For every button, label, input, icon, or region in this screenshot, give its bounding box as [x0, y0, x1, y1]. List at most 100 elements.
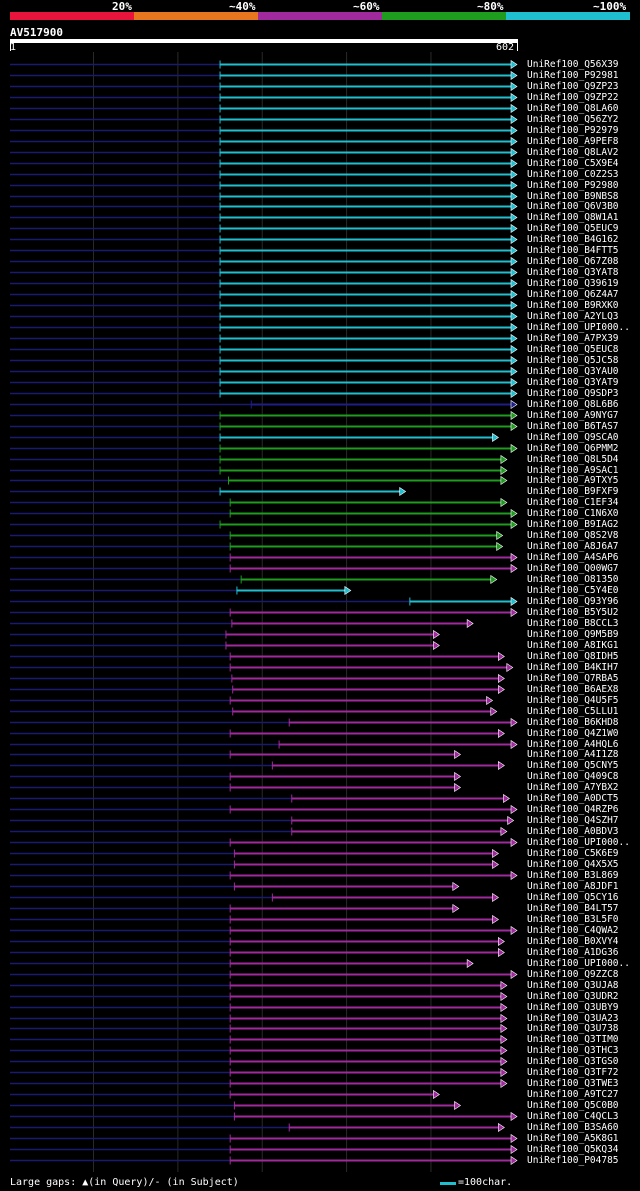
hit-label[interactable]: UniRef100_A2YLQ3 — [527, 310, 619, 322]
hit-label[interactable]: UniRef100_Q56X39 — [527, 58, 619, 70]
hit-label[interactable]: UniRef100_B3L5F0 — [527, 913, 619, 925]
hit-label[interactable]: UniRef100_Q3TF72 — [527, 1066, 619, 1078]
hit-label[interactable]: UniRef100_Q4SZH7 — [527, 814, 619, 826]
hit-label[interactable]: UniRef100_C5Y4E0 — [527, 584, 619, 596]
hit-label[interactable]: UniRef100_Q7RBA5 — [527, 672, 619, 684]
hit-label[interactable]: UniRef100_Q3TWE3 — [527, 1077, 619, 1089]
hit-label[interactable]: UniRef100_P92980 — [527, 179, 619, 191]
hit-label[interactable]: UniRef100_C1N6X0 — [527, 507, 619, 519]
hit-label[interactable]: UniRef100_UPI000.. — [527, 957, 630, 969]
hit-label[interactable]: UniRef100_Q4Z1W0 — [527, 727, 619, 739]
hit-label[interactable]: UniRef100_C0Z2S3 — [527, 168, 619, 180]
hit-label[interactable]: UniRef100_B8CCL3 — [527, 617, 619, 629]
hit-label[interactable]: UniRef100_Q3UBY9 — [527, 1001, 619, 1013]
hit-label[interactable]: UniRef100_C5LLU1 — [527, 705, 619, 717]
hit-label[interactable]: UniRef100_Q3U738 — [527, 1022, 619, 1034]
hit-label[interactable]: UniRef100_B6KHD8 — [527, 716, 619, 728]
hit-label[interactable]: UniRef100_B6AEX8 — [527, 683, 619, 695]
hit-label[interactable]: UniRef100_Q6PMM2 — [527, 442, 619, 454]
hit-label[interactable]: UniRef100_A5K8G1 — [527, 1132, 619, 1144]
hit-label[interactable]: UniRef100_A4SAP6 — [527, 551, 619, 563]
hit-label[interactable]: UniRef100_C5K6E9 — [527, 847, 619, 859]
hit-label[interactable]: UniRef100_Q8L5D4 — [527, 453, 619, 465]
hit-label[interactable]: UniRef100_Q3UJA8 — [527, 979, 619, 991]
hit-label[interactable]: UniRef100_A8J6A7 — [527, 540, 619, 552]
hit-label[interactable]: UniRef100_Q3THC3 — [527, 1044, 619, 1056]
hit-label[interactable]: UniRef100_Q8L6B6 — [527, 398, 619, 410]
hit-label[interactable]: UniRef100_P92979 — [527, 124, 619, 136]
hit-label[interactable]: UniRef100_B6TAS7 — [527, 420, 619, 432]
hit-label[interactable]: UniRef100_C5X9E4 — [527, 157, 619, 169]
hit-label[interactable]: UniRef100_O81350 — [527, 573, 619, 585]
hit-label[interactable]: UniRef100_Q3TIM0 — [527, 1033, 619, 1045]
hit-label[interactable]: UniRef100_Q5C0B0 — [527, 1099, 619, 1111]
hit-label[interactable]: UniRef100_B9NBS8 — [527, 190, 619, 202]
hit-label[interactable]: UniRef100_Q3YAU0 — [527, 365, 619, 377]
hit-label[interactable]: UniRef100_A1DG36 — [527, 946, 619, 958]
hit-label[interactable]: UniRef100_B5Y5U2 — [527, 606, 619, 618]
hit-label[interactable]: UniRef100_Q409C8 — [527, 770, 619, 782]
hit-label[interactable]: UniRef100_Q3UDR2 — [527, 990, 619, 1002]
hit-label[interactable]: UniRef100_Q5CNY5 — [527, 759, 619, 771]
hit-label[interactable]: UniRef100_Q3YAT9 — [527, 376, 619, 388]
hit-label[interactable]: UniRef100_Q9ZP22 — [527, 91, 619, 103]
hit-label[interactable]: UniRef100_UPI000.. — [527, 836, 630, 848]
hit-label[interactable]: UniRef100_A0DCT5 — [527, 792, 619, 804]
hit-label[interactable]: UniRef100_C1EF34 — [527, 496, 619, 508]
hit-label[interactable]: UniRef100_B3L869 — [527, 869, 619, 881]
hit-label[interactable]: UniRef100_A4I1Z8 — [527, 748, 619, 760]
hit-label[interactable]: UniRef100_B4LT57 — [527, 902, 619, 914]
hit-label[interactable]: UniRef100_Q4RZP6 — [527, 803, 619, 815]
hit-label[interactable]: UniRef100_Q3UA23 — [527, 1012, 619, 1024]
hit-label[interactable]: UniRef100_A8JDF1 — [527, 880, 619, 892]
hit-label[interactable]: UniRef100_Q4X5X5 — [527, 858, 619, 870]
hit-label[interactable]: UniRef100_B9FXF9 — [527, 485, 619, 497]
hit-label[interactable]: UniRef100_A9SAC1 — [527, 464, 619, 476]
hit-label[interactable]: UniRef100_Q5EUC9 — [527, 222, 619, 234]
hit-label[interactable]: UniRef100_UPI000.. — [527, 321, 630, 333]
hit-label[interactable]: UniRef100_Q93Y96 — [527, 595, 619, 607]
hit-label[interactable]: UniRef100_Q8W1A1 — [527, 211, 619, 223]
hit-label[interactable]: UniRef100_B9IAG2 — [527, 518, 619, 530]
hit-label[interactable]: UniRef100_B4G162 — [527, 233, 619, 245]
hit-label[interactable]: UniRef100_Q9ZZC8 — [527, 968, 619, 980]
hit-label[interactable]: UniRef100_C4QWA2 — [527, 924, 619, 936]
hit-label[interactable]: UniRef100_Q8IDH5 — [527, 650, 619, 662]
hit-label[interactable]: UniRef100_Q8LAV2 — [527, 146, 619, 158]
hit-label[interactable]: UniRef100_A0BDV3 — [527, 825, 619, 837]
hit-label[interactable]: UniRef100_Q3YAT8 — [527, 266, 619, 278]
hit-label[interactable]: UniRef100_Q5CY16 — [527, 891, 619, 903]
hit-label[interactable]: UniRef100_Q5JC58 — [527, 354, 619, 366]
hit-label[interactable]: UniRef100_Q39619 — [527, 277, 619, 289]
hit-label[interactable]: UniRef100_B0XVY4 — [527, 935, 619, 947]
hit-label[interactable]: UniRef100_P92981 — [527, 69, 619, 81]
hit-label[interactable]: UniRef100_A9NYG7 — [527, 409, 619, 421]
hit-label[interactable]: UniRef100_Q9SCA0 — [527, 431, 619, 443]
hit-label[interactable]: UniRef100_A7PX39 — [527, 332, 619, 344]
hit-label[interactable]: UniRef100_Q67Z08 — [527, 255, 619, 267]
hit-label[interactable]: UniRef100_Q6V3B0 — [527, 200, 619, 212]
hit-label[interactable]: UniRef100_B3SA60 — [527, 1121, 619, 1133]
hit-label[interactable]: UniRef100_A9TC27 — [527, 1088, 619, 1100]
hit-label[interactable]: UniRef100_Q9ZP23 — [527, 80, 619, 92]
hit-label[interactable]: UniRef100_A9PEF8 — [527, 135, 619, 147]
hit-label[interactable]: UniRef100_Q6Z4A7 — [527, 288, 619, 300]
hit-label[interactable]: UniRef100_Q56ZY2 — [527, 113, 619, 125]
hit-label[interactable]: UniRef100_B4KIH7 — [527, 661, 619, 673]
hit-label[interactable]: UniRef100_P04785 — [527, 1154, 619, 1166]
hit-label[interactable]: UniRef100_A9TXY5 — [527, 474, 619, 486]
hit-label[interactable]: UniRef100_A8IKG1 — [527, 639, 619, 651]
hit-label[interactable]: UniRef100_Q8S2V8 — [527, 529, 619, 541]
hit-label[interactable]: UniRef100_Q00WG7 — [527, 562, 619, 574]
hit-label[interactable]: UniRef100_Q4U5F5 — [527, 694, 619, 706]
hit-label[interactable]: UniRef100_Q5KQ34 — [527, 1143, 619, 1155]
hit-label[interactable]: UniRef100_A7YBX2 — [527, 781, 619, 793]
hit-label[interactable]: UniRef100_B4FTT5 — [527, 244, 619, 256]
hit-label[interactable]: UniRef100_Q9M5B9 — [527, 628, 619, 640]
hit-label[interactable]: UniRef100_A4HQL6 — [527, 738, 619, 750]
hit-label[interactable]: UniRef100_Q5EUC8 — [527, 343, 619, 355]
hit-label[interactable]: UniRef100_Q9SDP3 — [527, 387, 619, 399]
hit-label[interactable]: UniRef100_Q3TGS0 — [527, 1055, 619, 1067]
hit-label[interactable]: UniRef100_C4QCL3 — [527, 1110, 619, 1122]
hit-label[interactable]: UniRef100_B9RXK0 — [527, 299, 619, 311]
